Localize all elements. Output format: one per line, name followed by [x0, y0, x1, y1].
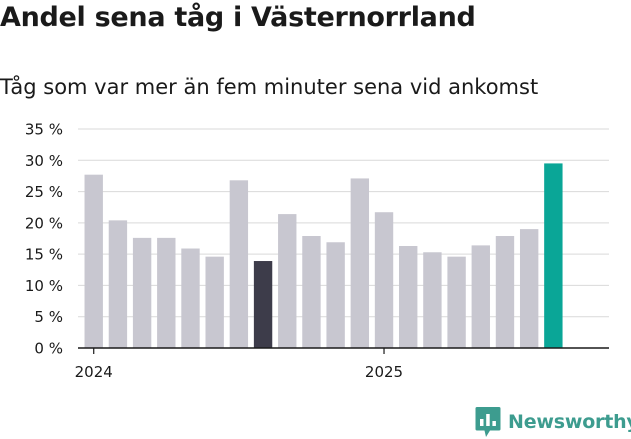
bar	[278, 214, 297, 348]
brand-name: Newsworthy	[508, 411, 631, 433]
bar	[326, 242, 345, 348]
y-tick-label: 25 %	[25, 183, 63, 201]
bar	[205, 256, 224, 348]
y-tick-label: 15 %	[25, 246, 63, 264]
bar-chart: 0 % 5 % 10 % 15 % 20 % 25 % 30 % 35 % 2024 2025	[25, 121, 609, 381]
bar	[108, 220, 128, 348]
y-tick-label: 35 %	[25, 121, 63, 139]
bar	[157, 237, 176, 348]
chart-title: Andel sena tåg i Västernorrland	[0, 2, 476, 33]
x-tick-label: 2025	[365, 363, 403, 381]
newsworthy-logo: Newsworthy	[475, 406, 631, 438]
bar	[544, 163, 563, 348]
bar	[519, 229, 539, 348]
bar	[132, 237, 152, 348]
bar	[495, 235, 515, 348]
x-tick-label: 2024	[75, 363, 113, 381]
bar	[84, 174, 103, 348]
bar	[471, 245, 490, 348]
chart-subtitle: Tåg som var mer än fem minuter sena vid …	[0, 75, 539, 99]
bar	[253, 261, 273, 348]
bar	[374, 212, 394, 348]
bar	[181, 248, 200, 348]
y-tick-label: 10 %	[25, 277, 63, 295]
y-tick-label: 0 %	[34, 340, 63, 358]
bar	[423, 252, 442, 348]
newsworthy-icon	[475, 407, 501, 437]
y-tick-label: 30 %	[25, 152, 63, 170]
y-tick-label: 20 %	[25, 214, 63, 232]
bar	[350, 178, 370, 348]
y-tick-label: 5 %	[34, 308, 63, 326]
bar	[302, 235, 321, 348]
bar	[229, 180, 249, 348]
bar	[447, 256, 466, 348]
bar	[399, 246, 418, 348]
